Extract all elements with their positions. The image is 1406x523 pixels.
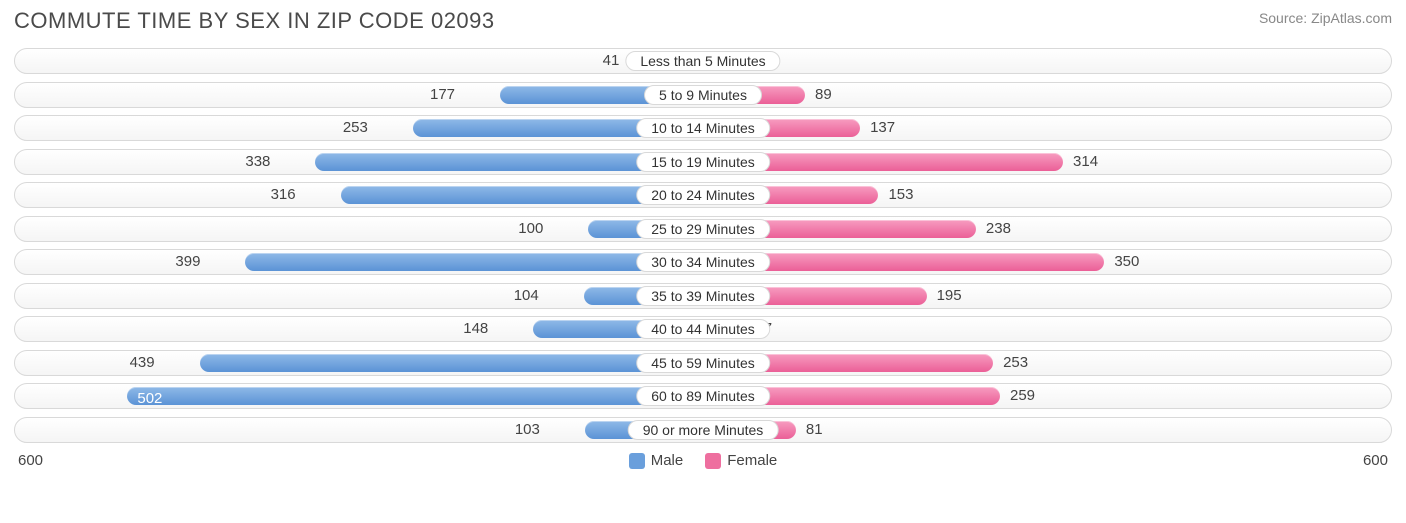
male-value: 253 — [343, 116, 378, 140]
chart-row: 316 153 20 to 24 Minutes — [14, 182, 1392, 208]
chart-legend: Male Female — [629, 452, 778, 469]
category-label: 10 to 14 Minutes — [636, 118, 770, 138]
chart-row: 1483740 to 44 Minutes — [14, 316, 1392, 342]
chart-row: 100 238 25 to 29 Minutes — [14, 216, 1392, 242]
chart-row: 399 350 30 to 34 Minutes — [14, 249, 1392, 275]
category-label: 45 to 59 Minutes — [636, 353, 770, 373]
male-value: 177 — [430, 83, 465, 107]
male-value: 103 — [515, 418, 550, 442]
female-value: 153 — [878, 183, 913, 207]
chart-row: 253 137 10 to 14 Minutes — [14, 115, 1392, 141]
chart-row: 4124Less than 5 Minutes — [14, 48, 1392, 74]
category-label: 35 to 39 Minutes — [636, 286, 770, 306]
chart-footer: 600 Male Female 600 — [14, 450, 1392, 469]
male-value: 399 — [175, 250, 210, 274]
chart-row: 338 314 15 to 19 Minutes — [14, 149, 1392, 175]
category-label: Less than 5 Minutes — [625, 51, 780, 71]
legend-item-female: Female — [705, 452, 777, 469]
male-value: 439 — [130, 351, 165, 375]
male-value: 104 — [514, 284, 549, 308]
category-label: 90 or more Minutes — [628, 420, 779, 440]
chart-title: COMMUTE TIME BY SEX IN ZIP CODE 02093 — [14, 8, 495, 34]
diverging-bar-chart: 4124Less than 5 Minutes 177 89 5 to 9 Minut… — [14, 48, 1392, 443]
female-value: 350 — [1104, 250, 1139, 274]
chart-row: 177 89 5 to 9 Minutes — [14, 82, 1392, 108]
chart-row: 103 81 90 or more Minutes — [14, 417, 1392, 443]
legend-swatch-male — [629, 453, 645, 469]
category-label: 40 to 44 Minutes — [636, 319, 770, 339]
male-value: 316 — [271, 183, 306, 207]
male-bar — [245, 253, 703, 271]
female-value: 238 — [976, 217, 1011, 241]
chart-header: COMMUTE TIME BY SEX IN ZIP CODE 02093 So… — [14, 8, 1392, 48]
female-value: 89 — [805, 83, 832, 107]
female-value: 259 — [1000, 384, 1035, 408]
legend-item-male: Male — [629, 452, 684, 469]
male-value: 100 — [518, 217, 553, 241]
male-value: 148 — [463, 317, 498, 341]
male-bar: 502 — [127, 387, 703, 405]
legend-swatch-female — [705, 453, 721, 469]
female-value: 195 — [927, 284, 962, 308]
chart-source: Source: ZipAtlas.com — [1259, 10, 1392, 26]
category-label: 15 to 19 Minutes — [636, 152, 770, 172]
axis-right-max: 600 — [1363, 452, 1388, 469]
chart-row: 502 259 60 to 89 Minutes — [14, 383, 1392, 409]
chart-container: COMMUTE TIME BY SEX IN ZIP CODE 02093 So… — [0, 0, 1406, 489]
female-value: 137 — [860, 116, 895, 140]
female-value: 314 — [1063, 150, 1098, 174]
chart-row: 104 195 35 to 39 Minutes — [14, 283, 1392, 309]
male-value: 502 — [137, 387, 162, 411]
category-label: 30 to 34 Minutes — [636, 252, 770, 272]
axis-left-max: 600 — [18, 452, 43, 469]
male-value: 338 — [245, 150, 280, 174]
category-label: 5 to 9 Minutes — [644, 85, 762, 105]
legend-label-female: Female — [727, 452, 777, 469]
female-value: 253 — [993, 351, 1028, 375]
category-label: 20 to 24 Minutes — [636, 185, 770, 205]
chart-row: 439 253 45 to 59 Minutes — [14, 350, 1392, 376]
legend-label-male: Male — [651, 452, 684, 469]
female-value: 81 — [796, 418, 823, 442]
category-label: 60 to 89 Minutes — [636, 386, 770, 406]
male-bar — [200, 354, 703, 372]
category-label: 25 to 29 Minutes — [636, 219, 770, 239]
